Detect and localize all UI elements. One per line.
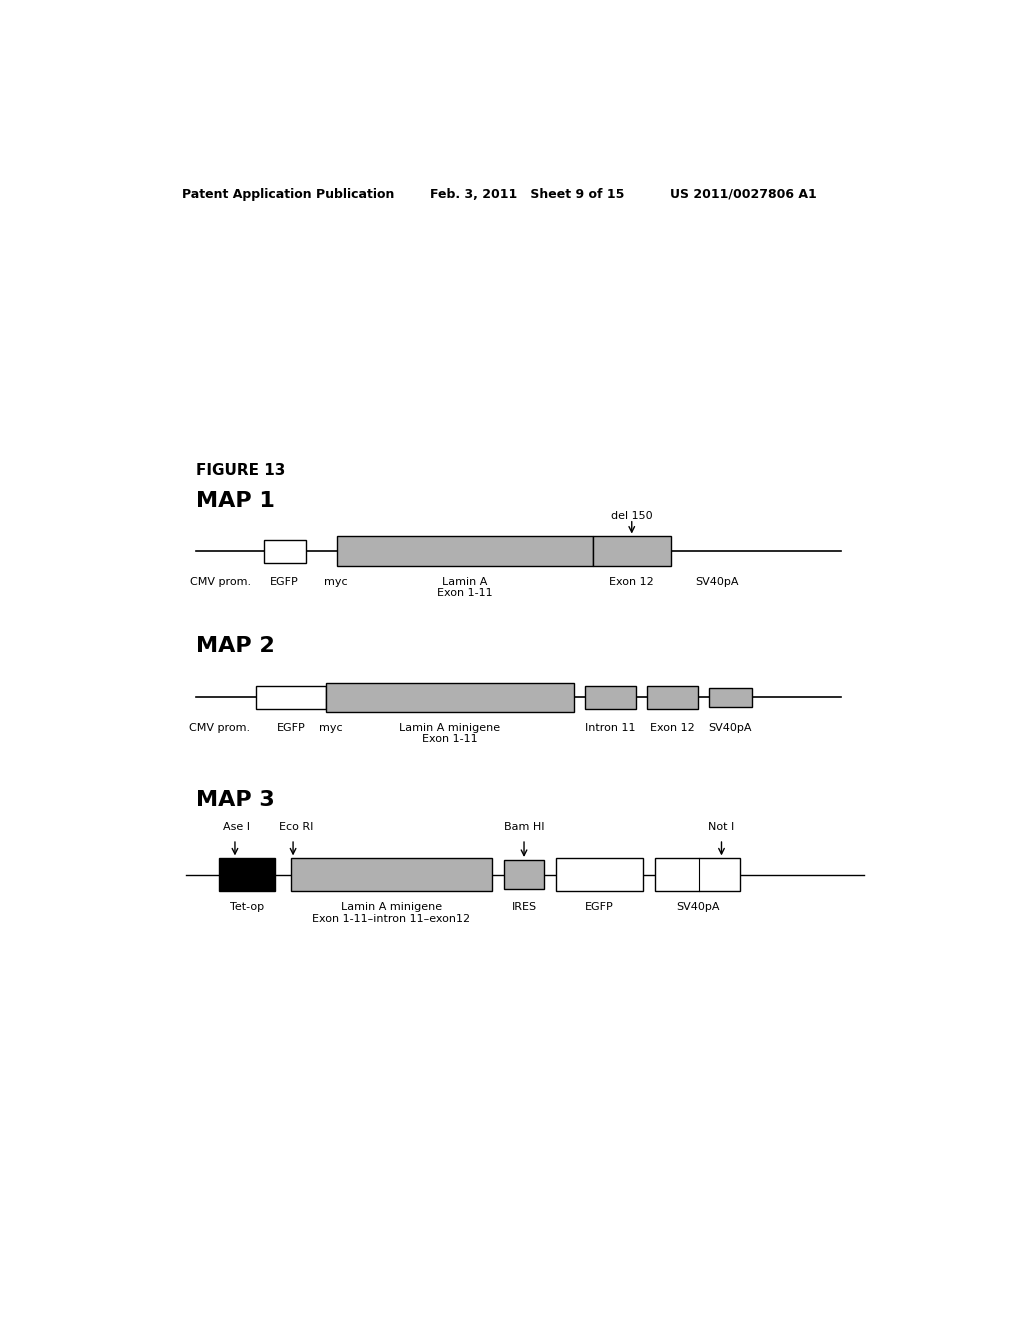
Text: Intron 11: Intron 11 [585, 723, 635, 733]
Bar [655, 858, 740, 891]
Text: del 150: del 150 [611, 511, 652, 521]
Bar [556, 858, 643, 891]
Text: Ase I: Ase I [223, 822, 250, 832]
Bar [326, 682, 573, 711]
Text: Bam HI: Bam HI [504, 822, 545, 832]
Text: Lamin A minigene
Exon 1-11: Lamin A minigene Exon 1-11 [399, 723, 500, 744]
Bar [586, 686, 636, 709]
Text: Exon 12: Exon 12 [609, 577, 654, 586]
Text: CMV prom.: CMV prom. [190, 577, 252, 586]
Text: Feb. 3, 2011   Sheet 9 of 15: Feb. 3, 2011 Sheet 9 of 15 [430, 187, 625, 201]
Text: US 2011/0027806 A1: US 2011/0027806 A1 [671, 187, 817, 201]
Text: IRES: IRES [511, 903, 537, 912]
Text: EGFP: EGFP [276, 723, 305, 733]
Text: MAP 2: MAP 2 [197, 636, 275, 656]
Text: Lamin A
Exon 1-11: Lamin A Exon 1-11 [437, 577, 493, 598]
Text: MAP 1: MAP 1 [197, 491, 275, 511]
Bar [593, 536, 671, 566]
Bar [263, 540, 306, 562]
Bar [337, 536, 593, 566]
Text: Not I: Not I [709, 822, 734, 832]
Text: SV40pA: SV40pA [676, 903, 720, 912]
Bar [504, 859, 544, 890]
Text: EGFP: EGFP [270, 577, 299, 586]
Text: EGFP: EGFP [585, 903, 613, 912]
Text: Patent Application Publication: Patent Application Publication [182, 187, 394, 201]
Text: FIGURE 13: FIGURE 13 [197, 462, 286, 478]
Text: CMV prom.: CMV prom. [188, 723, 250, 733]
Text: Exon 12: Exon 12 [649, 723, 694, 733]
Text: Tet-op: Tet-op [230, 903, 264, 912]
Text: Lamin A minigene
Exon 1-11–intron 11–exon12: Lamin A minigene Exon 1-11–intron 11–exo… [312, 903, 471, 924]
Bar [219, 858, 275, 891]
Bar [256, 686, 326, 709]
Text: MAP 3: MAP 3 [197, 789, 275, 809]
Text: myc: myc [319, 723, 343, 733]
Bar [291, 858, 493, 891]
Text: SV40pA: SV40pA [695, 577, 738, 586]
Text: Eco RI: Eco RI [280, 822, 313, 832]
Text: SV40pA: SV40pA [709, 723, 752, 733]
Bar [647, 686, 697, 709]
Bar [710, 688, 752, 706]
Text: myc: myc [324, 577, 347, 586]
